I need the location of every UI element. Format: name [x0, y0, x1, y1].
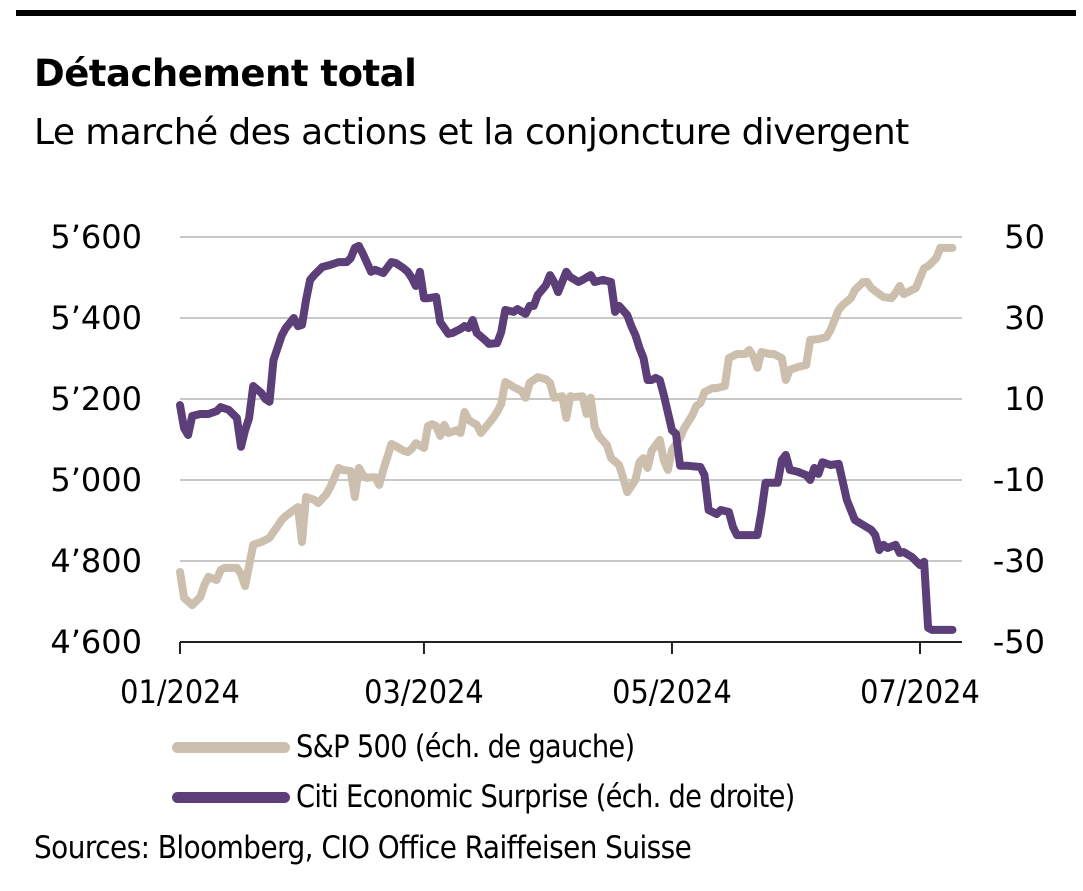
legend: S&P 500 (éch. de gauche) Citi Economic S… [172, 722, 863, 822]
legend-swatch-sp500 [172, 741, 290, 753]
source-note: Sources: Bloomberg, CIO Office Raiffeise… [34, 830, 692, 866]
x-tick-label: 03/2024 [364, 675, 484, 712]
right-tick-label: -50 [993, 623, 1045, 661]
right-axis-ticks: 50 30 10 -10 -30 -50 [993, 218, 1045, 661]
x-tick-label: 07/2024 [860, 675, 980, 712]
legend-swatch-citi [172, 791, 290, 803]
left-tick-label: 5’400 [50, 299, 142, 337]
chart-subtitle: Le marché des actions et la conjoncture … [34, 112, 909, 153]
legend-item-sp500: S&P 500 (éch. de gauche) [172, 722, 863, 772]
left-tick-label: 5’600 [50, 218, 142, 256]
left-axis-ticks: 5’600 5’400 5’200 5’000 4’800 4’600 [50, 218, 142, 661]
legend-label-sp500: S&P 500 (éch. de gauche) [296, 729, 635, 765]
right-tick-label: 10 [1004, 380, 1045, 418]
left-tick-label: 4’600 [50, 623, 142, 661]
top-rule [16, 10, 1076, 16]
citi-surprise-line [176, 241, 957, 634]
left-tick-label: 5’000 [50, 461, 142, 499]
chart-title: Détachement total [34, 52, 417, 95]
series-lines [176, 241, 957, 634]
x-axis-ticks: 01/2024 03/2024 05/2024 07/2024 [120, 675, 980, 712]
x-tick-label: 01/2024 [120, 675, 240, 712]
sp500-line [176, 243, 957, 610]
right-tick-label: 50 [1004, 218, 1045, 256]
right-tick-label: 30 [1004, 299, 1045, 337]
right-tick-label: -30 [993, 542, 1045, 580]
right-tick-label: -10 [993, 461, 1045, 499]
x-tick-label: 05/2024 [612, 675, 732, 712]
legend-label-citi: Citi Economic Surprise (éch. de droite) [296, 779, 795, 815]
left-tick-label: 4’800 [50, 542, 142, 580]
left-tick-label: 5’200 [50, 380, 142, 418]
axes [179, 641, 962, 654]
legend-item-citi: Citi Economic Surprise (éch. de droite) [172, 772, 863, 822]
